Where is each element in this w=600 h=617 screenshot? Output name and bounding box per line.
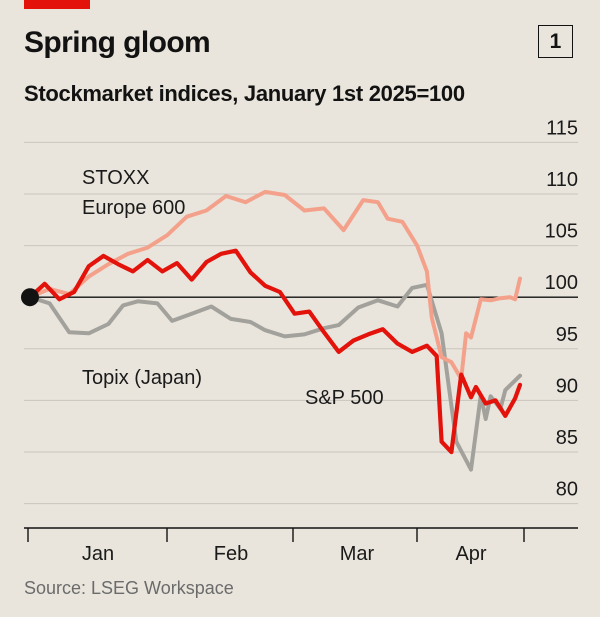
series-labels: STOXX Europe 600 Topix (Japan) S&P 500: [82, 167, 384, 409]
x-axis-ticks: Jan Feb Mar Apr: [82, 543, 487, 565]
gridlines: [24, 141, 578, 505]
chart-subtitle: Stockmarket indices, January 1st 2025=10…: [24, 81, 465, 106]
y-axis-ticks: 80 85 90 95 100 105 110 115: [545, 117, 578, 500]
brand-red-tab: [24, 0, 90, 9]
start-point-dot: [21, 288, 39, 307]
x-tick-label-jan: Jan: [82, 543, 114, 565]
source-note: Source: LSEG Workspace: [24, 578, 234, 598]
stoxx-label-line1: STOXX: [82, 167, 149, 189]
topix-label: Topix (Japan): [82, 367, 202, 389]
x-axis: [24, 527, 578, 542]
stoxx-label-line2: Europe 600: [82, 197, 185, 219]
series-line-topix: [28, 282, 522, 472]
series-group: [21, 189, 523, 472]
x-tick-label-apr: Apr: [455, 543, 486, 565]
y-tick-label-90: 90: [556, 375, 578, 397]
y-tick-label-100: 100: [545, 272, 578, 294]
y-tick-label-105: 105: [545, 221, 578, 243]
sp500-label: S&P 500: [305, 387, 384, 409]
x-tick-label-mar: Mar: [340, 543, 375, 565]
chart-title: Spring gloom: [24, 26, 211, 59]
y-tick-label-85: 85: [556, 427, 578, 449]
y-tick-label-110: 110: [546, 169, 578, 191]
series-line-sp500: [27, 248, 523, 455]
series-line-stoxx: [28, 189, 522, 381]
y-tick-label-115: 115: [546, 117, 578, 139]
chart-number-badge: 1: [538, 25, 573, 58]
x-tick-label-feb: Feb: [214, 543, 248, 565]
y-tick-label-95: 95: [556, 324, 578, 346]
y-tick-label-80: 80: [556, 479, 578, 501]
